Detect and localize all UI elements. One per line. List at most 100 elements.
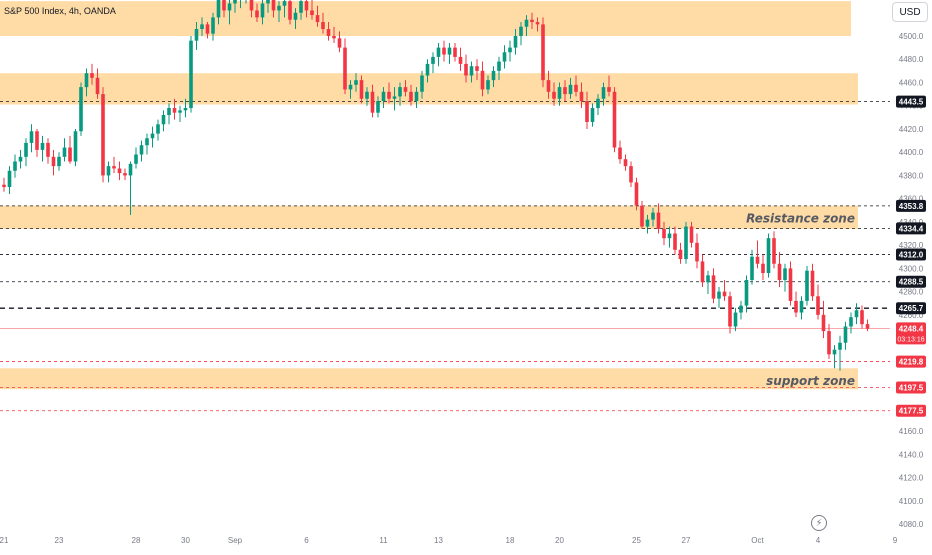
candle-body [29, 131, 34, 143]
candle-body [436, 47, 441, 57]
candle-body [381, 91, 386, 102]
candle-body [139, 145, 144, 155]
candle-body [365, 91, 369, 99]
candle-body [568, 84, 573, 95]
candle-body [194, 29, 199, 41]
candle-body [321, 22, 325, 30]
candle-body [431, 56, 435, 64]
time-tick-label: 9 [893, 536, 898, 545]
candle-body [579, 91, 584, 102]
candle-body [128, 163, 133, 176]
candle-body [24, 142, 28, 157]
time-tick-label: 4 [816, 536, 821, 545]
candle-body [667, 233, 672, 239]
time-tick-label: Oct [751, 536, 764, 545]
candle-body [200, 24, 204, 30]
candle-body [387, 91, 391, 99]
candle-body [211, 17, 215, 34]
price-tick-label: 4260.0 [899, 311, 924, 320]
candle-body [178, 110, 182, 113]
candle-body [535, 22, 540, 25]
candle-body [519, 26, 523, 36]
candle-body [398, 87, 402, 97]
candle-body [260, 3, 265, 18]
candle-body [700, 261, 705, 283]
price-tick-label: 4360.0 [899, 195, 924, 204]
price-tag [896, 302, 926, 315]
price-tick-label: 4340.0 [899, 218, 924, 227]
candle-body [849, 317, 853, 327]
price-tick-label: 4100.0 [899, 497, 924, 506]
candle-body [293, 12, 298, 20]
candle-body [662, 228, 666, 239]
candle-body [480, 70, 485, 90]
candle-body [623, 159, 628, 167]
price-tag [896, 381, 926, 394]
candle-body [651, 212, 655, 220]
candle-body [145, 138, 149, 146]
candle-body [282, 1, 287, 6]
price-tick-label: 4460.0 [899, 78, 924, 87]
candle-body [552, 91, 556, 99]
candle-body [557, 87, 562, 99]
price-tick-label: 4420.0 [899, 125, 924, 134]
symbol-title: S&P 500 Index, 4h, OANDA [4, 6, 116, 16]
candle-body [810, 270, 815, 297]
candle-body [112, 166, 116, 169]
price-levels-layer [0, 101, 890, 412]
price-tick-label: 4120.0 [899, 474, 924, 483]
time-tick-label: Sep [228, 536, 243, 545]
candle-body [376, 101, 380, 113]
candle-body [13, 161, 17, 171]
price-tag [896, 355, 926, 368]
candle-body [497, 61, 501, 71]
candle-body [453, 47, 457, 57]
candle-body [469, 66, 474, 76]
candle-body [420, 75, 424, 92]
candle-body [57, 156, 61, 167]
candle-body [865, 324, 870, 329]
candle-body [354, 80, 358, 85]
candle-body [277, 5, 281, 11]
lightning-bolt-icon[interactable]: ⚡ [811, 515, 827, 531]
candle-body [348, 84, 353, 90]
price-tag [896, 404, 926, 417]
candle-body [343, 47, 347, 90]
currency-button[interactable]: USD [892, 2, 928, 22]
candle-body [750, 256, 754, 280]
candle-body [227, 3, 232, 11]
zone-rect [0, 1, 851, 37]
candle-body [332, 36, 336, 39]
candle-body [860, 310, 864, 325]
candle-body [761, 263, 765, 274]
time-tick-label: 23 [55, 536, 64, 545]
price-tag [896, 222, 926, 235]
candle-body [266, 0, 270, 4]
candle-body [546, 80, 551, 92]
time-tick-label: 30 [181, 536, 190, 545]
candle-body [678, 249, 683, 260]
candle-body [106, 166, 111, 176]
time-tick-label: 20 [555, 536, 564, 545]
candle-body [530, 19, 534, 23]
price-tick-label: 4380.0 [899, 171, 924, 180]
candle-body [62, 147, 67, 157]
candle-body [359, 80, 364, 99]
candle-body [79, 87, 83, 132]
candle-body [464, 63, 468, 76]
candle-body [827, 331, 831, 355]
candle-body [491, 70, 496, 81]
price-tick-label: 4400.0 [899, 148, 924, 157]
candle-body [337, 38, 342, 48]
candle-body [222, 0, 226, 11]
candle-body [475, 66, 479, 71]
candle-body [799, 300, 804, 313]
candle-body [150, 133, 155, 139]
candle-body [585, 101, 589, 122]
candle-body [326, 29, 331, 36]
candle-body [249, 0, 254, 11]
time-axis[interactable]: 21 23 28 30 Sep 6 11 13 18 20 25 27 Oct 4 9 [0, 536, 898, 545]
candle-body [414, 91, 419, 102]
